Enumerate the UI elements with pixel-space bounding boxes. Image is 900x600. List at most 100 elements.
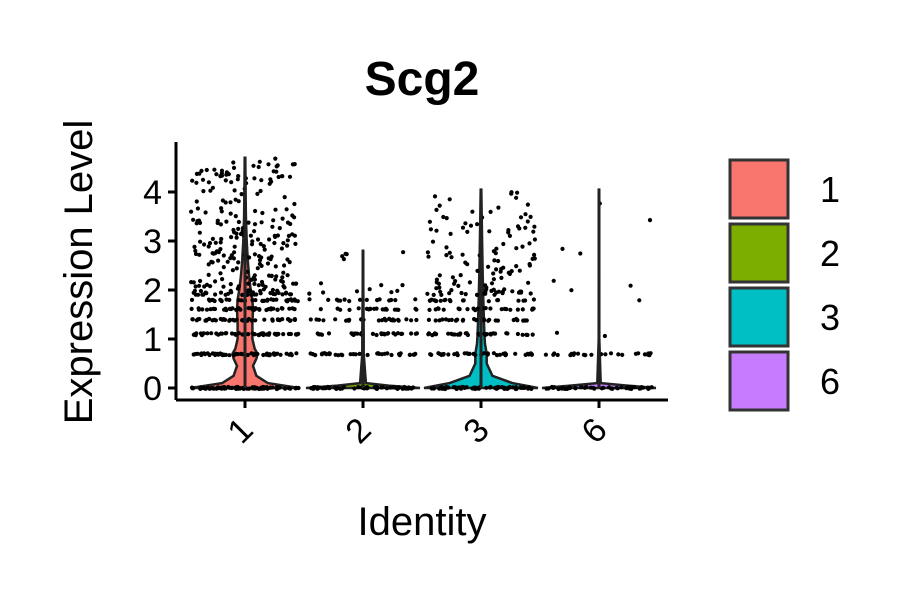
data-point [532,252,537,257]
data-point [434,207,439,212]
data-point [647,218,653,223]
legend: 1 2 3 6 [728,158,840,412]
data-point [284,290,289,295]
data-point [628,283,633,288]
data-point [255,191,260,196]
data-point [315,386,320,391]
data-point [461,384,466,390]
data-point [493,331,498,336]
data-point [210,260,215,265]
data-point [425,291,430,296]
data-point [382,351,387,356]
data-point [229,235,234,240]
data-point [589,352,594,357]
data-point [510,289,515,294]
data-point [227,353,232,358]
data-point [288,292,294,297]
data-point [236,226,241,231]
data-point [287,352,292,357]
data-point [231,256,236,261]
data-point [230,317,236,322]
data-point [207,316,212,321]
data-point [281,270,286,275]
data-point [271,218,276,223]
data-point [441,214,446,220]
data-point [491,277,496,282]
data-point [396,317,401,322]
data-point [491,287,496,292]
data-point [219,168,225,173]
data-point [239,298,244,303]
data-point [229,290,234,295]
data-point [273,264,278,269]
data-point [229,253,234,258]
data-point [356,385,361,390]
data-point [526,386,531,391]
data-point [236,260,241,265]
data-point [515,190,520,195]
data-point [193,251,199,257]
data-point [396,307,401,312]
data-point [347,299,352,304]
data-point [443,317,449,322]
data-point [444,245,449,250]
data-point [288,221,293,227]
data-point [530,332,535,337]
data-point [280,275,285,280]
data-point [233,385,238,390]
data-point [259,255,264,260]
data-point [446,352,451,357]
data-point [338,307,343,312]
data-point [202,242,207,247]
data-point [353,352,358,357]
data-point [228,282,233,287]
data-point [526,280,531,285]
data-point [450,275,455,280]
data-point [575,351,581,356]
data-point [493,318,498,323]
data-point [375,298,380,303]
data-point [195,351,200,356]
data-point [483,306,488,311]
data-point [436,281,441,286]
data-point [449,317,454,322]
data-point [280,306,285,311]
data-point [192,288,197,293]
data-point [442,298,447,303]
data-point [273,207,278,212]
x-tick-label: 2 [338,411,378,451]
data-point [543,352,549,357]
data-point [246,332,251,337]
data-point [603,352,608,357]
data-point [428,227,433,232]
data-point [414,317,419,323]
data-point [252,277,257,282]
data-point [494,290,499,295]
data-point [218,331,223,336]
plot-area: 0 1 2 3 4 1 2 3 6 [143,142,668,451]
data-point [336,353,341,358]
data-point [345,318,350,323]
data-point [409,331,414,336]
legend-label-1: 1 [820,169,840,210]
data-point [285,238,290,243]
data-point [215,220,220,226]
data-point [258,188,263,194]
data-point [496,205,501,210]
data-point [195,206,200,211]
data-point [389,297,394,303]
data-point [311,386,316,391]
data-point [619,385,624,390]
data-point [463,221,468,226]
data-point [569,288,574,293]
data-point [513,351,518,356]
data-point [193,248,198,253]
legend-swatch-3 [728,286,790,348]
data-point [521,318,526,323]
data-point [276,174,281,180]
data-point [513,385,518,390]
data-point [236,174,241,179]
data-point [520,244,525,249]
data-point [467,280,472,285]
data-point [517,268,522,273]
